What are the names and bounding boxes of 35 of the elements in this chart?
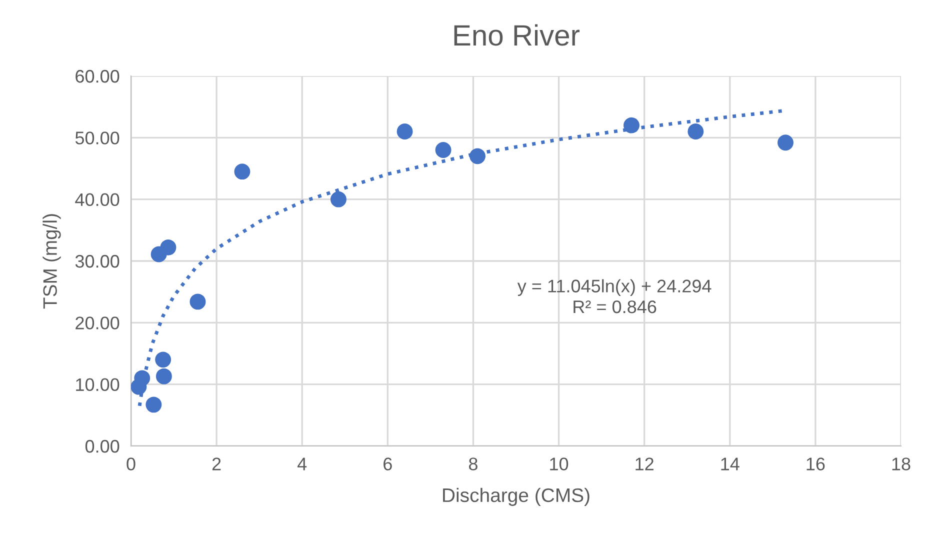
annotation: y = 11.045ln(x) + 24.294 R² = 0.846 bbox=[517, 279, 712, 314]
x-tick-label: 12 bbox=[636, 458, 654, 470]
y-axis-title: TSM (mg/l) bbox=[42, 214, 61, 309]
chart-title: Eno River bbox=[454, 24, 580, 46]
y-tick-label: 40.00 bbox=[75, 193, 120, 206]
x-axis-title: Discharge (CMS) bbox=[443, 488, 590, 506]
point bbox=[234, 164, 250, 180]
y-tick-label: 20.00 bbox=[76, 316, 120, 330]
x-tick-label: 18 bbox=[892, 458, 910, 470]
point bbox=[778, 134, 794, 151]
y-tick-label: 10.00 bbox=[76, 378, 120, 392]
x-tick-label: 4 bbox=[298, 458, 307, 470]
x-tick-label: 10 bbox=[550, 458, 568, 470]
point bbox=[160, 239, 176, 256]
y-tick-label: 30.00 bbox=[75, 254, 120, 268]
point bbox=[330, 191, 346, 208]
x-tick-label: 8 bbox=[468, 458, 478, 470]
point bbox=[435, 142, 452, 158]
x-tick-label: 16 bbox=[806, 458, 825, 470]
x-tick-label: 6 bbox=[384, 458, 392, 470]
x-tick-label: 0 bbox=[126, 458, 136, 470]
point bbox=[134, 370, 150, 386]
point bbox=[688, 124, 704, 140]
y-tick-label: 0.00 bbox=[85, 440, 120, 453]
point bbox=[396, 124, 413, 140]
point bbox=[624, 117, 640, 134]
point bbox=[190, 294, 206, 310]
y-tick-label: 50.00 bbox=[75, 132, 120, 144]
point bbox=[470, 148, 486, 164]
x-tick-label: 2 bbox=[212, 458, 221, 470]
point bbox=[155, 352, 172, 368]
point bbox=[146, 396, 162, 413]
point bbox=[156, 368, 172, 384]
x-tick-label: 14 bbox=[721, 458, 740, 470]
y-tick-label: 60.00 bbox=[76, 70, 120, 83]
